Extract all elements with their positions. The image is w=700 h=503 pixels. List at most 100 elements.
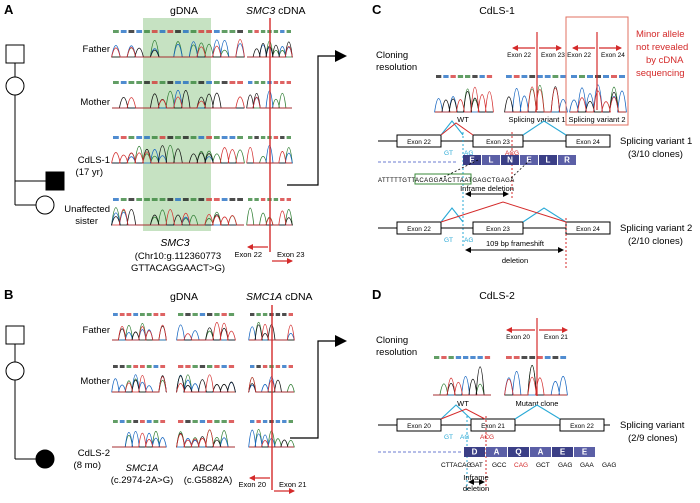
cdls1-gdna-basecall — [237, 136, 243, 139]
c-exon22-v2: Exon 22 — [567, 52, 591, 59]
c-d2-exon23: Exon 23 — [486, 226, 510, 233]
father-a-gdna-basecalls — [113, 30, 243, 33]
mother-b-cdna-basecall — [282, 365, 287, 368]
cdls2-abca4-basecall — [199, 420, 206, 423]
c-sv1-line2: (3/10 clones) — [628, 149, 683, 160]
father-b-abca4-trace — [177, 327, 235, 341]
aa-c-cell — [539, 155, 557, 165]
mother-a-cdna-basecall — [273, 81, 279, 84]
c-wt-basecall — [486, 75, 493, 78]
d-mutant-basecall — [537, 356, 543, 359]
cdls2-cdna-trace — [249, 440, 294, 448]
c-zoom-2 — [509, 159, 531, 180]
sister-a-cdna-basecall — [280, 198, 285, 201]
mother-a-gdna-basecall — [113, 81, 119, 84]
panel-b-variant1: (c.2974-2A>G) — [111, 475, 174, 486]
pedigree-b — [5, 325, 55, 469]
mother-a-gdna-basecall — [120, 81, 127, 84]
aa-d-residue: E — [560, 448, 566, 457]
cdls2-cdna-basecall — [256, 420, 261, 423]
father-b-abca4-basecall — [228, 313, 235, 316]
sister-a-cdna-basecall — [260, 198, 266, 201]
c-d1-exon23: Exon 23 — [486, 139, 510, 146]
mother-b-cdna-basecall — [288, 365, 293, 368]
mother-b-cdna-basecall — [275, 365, 281, 368]
cdls2-cdna-basecall — [288, 420, 293, 423]
panel-d-cloning-2: resolution — [376, 347, 417, 358]
c-wt-basecall — [472, 75, 478, 78]
cdls2-cdna-basecall — [275, 420, 281, 423]
c-v1-trace — [505, 86, 567, 113]
d-wt-basecall — [477, 356, 483, 359]
d-wt-basecall — [470, 356, 476, 359]
panel-c-cloning-2: resolution — [376, 62, 417, 73]
d-mutant-basecall — [560, 356, 567, 359]
splice-diagram-d — [378, 404, 610, 490]
cdls1-gdna-basecall — [182, 136, 189, 139]
aa-d-residue: Q — [515, 448, 521, 457]
c-sv2-line2: (2/10 clones) — [628, 236, 683, 247]
row-mother-a: Mother — [80, 97, 110, 108]
c-v2-basecall — [611, 75, 617, 78]
panel-b-cdna-gene: SMC1A — [246, 291, 282, 303]
father-a-cdna-basecall — [286, 30, 291, 33]
row-cdls1: CdLS-1 — [78, 155, 110, 166]
sister-a-gdna-basecall — [175, 198, 181, 201]
father-b-smc1a-basecall — [126, 313, 132, 316]
d-wt-trace — [433, 366, 491, 396]
d-wt-basecall — [463, 356, 469, 359]
sister-a-cdna-basecall — [248, 198, 253, 201]
father-a-gdna-basecall — [113, 30, 119, 33]
d-codon: CAG — [514, 462, 528, 469]
c-dna-sequence: ATTTTTGTTACAGGAACTTAATGAGCTGAGA — [378, 178, 515, 184]
mother-b-smc1a-basecall — [160, 365, 166, 368]
panel-a-exon-left: Exon 22 — [234, 250, 262, 259]
c-v1-basecall — [513, 75, 520, 78]
mother-a-gdna-basecall — [144, 81, 150, 84]
mother-a-gdna-basecall — [175, 81, 181, 84]
panel-a-label: A — [4, 2, 14, 17]
minor-allele-1: Minor allele — [636, 29, 685, 40]
mother-b-smc1a-basecall — [153, 365, 159, 368]
mother-a-gdna-basecall — [182, 81, 189, 84]
mother-a-cdna-trace — [247, 96, 292, 109]
d-inframe-1: Inframe — [463, 473, 488, 482]
cdls1-cdna-basecall — [273, 136, 279, 139]
c-d2-gt: GT — [444, 237, 453, 244]
panel-a-cdna-gene: SMC3 — [246, 5, 275, 17]
mother-a-gdna-basecall — [128, 81, 135, 84]
c-wt-basecalls — [436, 75, 493, 78]
father-b-smc1a-basecall — [153, 313, 159, 316]
father-b-cdna-basecall — [256, 313, 261, 316]
d-d-acg: ACG — [480, 434, 494, 441]
c-frameshift-2: deletion — [502, 256, 528, 265]
c-v2-basecall — [587, 75, 593, 78]
sister-a-gdna-basecall — [182, 198, 189, 201]
cdls1-gdna-basecall — [159, 136, 166, 139]
aa-c-residue: L — [546, 156, 551, 165]
father-a-gdna-basecall — [120, 30, 127, 33]
sister-a-gdna-basecall — [151, 198, 158, 201]
mother-b-abca4-basecall — [185, 365, 191, 368]
mother-a-gdna-basecall — [206, 81, 212, 84]
aa-d-cell — [486, 447, 507, 457]
aa-c-cell — [463, 155, 481, 165]
panel-c-wt: WT — [457, 115, 469, 124]
c-v1-basecall — [529, 75, 536, 78]
c-wt-basecall — [443, 75, 449, 78]
cdls2-smc1a-basecall — [160, 420, 166, 423]
cdls2-cdna-basecall — [282, 420, 287, 423]
c-v2-basecall — [579, 75, 585, 78]
d-codon: GCC — [492, 462, 507, 469]
d-wt-basecalls — [434, 356, 491, 359]
aa-c-residue: L — [489, 156, 494, 165]
father-a-gdna-basecall — [198, 30, 205, 33]
father-b-abca4-basecall — [199, 313, 206, 316]
mother-a-gdna-basecalls — [113, 81, 243, 84]
d-mutant-basecall — [544, 356, 551, 359]
aa-d-residue: A — [538, 448, 544, 457]
panel-d-label: D — [372, 287, 381, 302]
sister-a-gdna-basecall — [128, 198, 135, 201]
sister-a-gdna-basecall — [136, 198, 143, 201]
c-exon23-v1: Exon 23 — [541, 52, 565, 59]
